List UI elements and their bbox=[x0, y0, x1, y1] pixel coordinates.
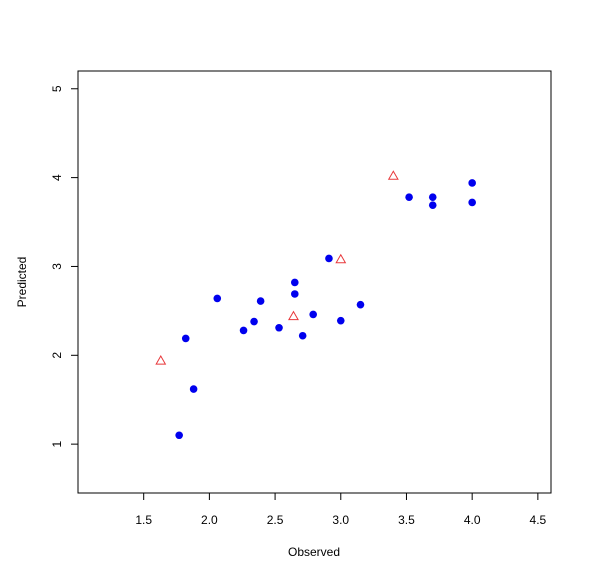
data-point-circle bbox=[250, 317, 258, 326]
x-tick-label: 3.5 bbox=[398, 513, 415, 527]
data-point-triangle bbox=[387, 170, 399, 180]
data-point-circle bbox=[325, 254, 333, 263]
data-point-circle bbox=[428, 201, 437, 209]
y-axis: 1 2 3 4 5 bbox=[50, 85, 79, 447]
data-point-circle bbox=[356, 300, 365, 309]
data-point-circle bbox=[213, 294, 222, 303]
x-tick-label: 1.5 bbox=[135, 513, 152, 527]
data-points bbox=[155, 170, 476, 440]
x-axis-label: Observed bbox=[288, 545, 340, 559]
data-point-circle bbox=[181, 334, 190, 343]
y-tick-label: 5 bbox=[50, 85, 64, 92]
plot-area-border bbox=[77, 70, 552, 494]
data-point-circle bbox=[275, 323, 283, 332]
y-tick-label: 1 bbox=[50, 440, 64, 447]
x-tick-label: 2.5 bbox=[267, 513, 284, 527]
data-point-circle bbox=[189, 385, 198, 393]
data-point-circle bbox=[309, 310, 317, 319]
data-point-circle bbox=[405, 193, 413, 201]
data-point-triangle bbox=[335, 253, 347, 264]
y-tick-label: 2 bbox=[50, 352, 64, 359]
data-point-triangle bbox=[155, 355, 167, 365]
data-point-triangle bbox=[288, 310, 299, 321]
y-tick-label: 4 bbox=[50, 174, 64, 181]
x-tick-label: 2.0 bbox=[201, 513, 218, 527]
x-tick-label: 4.0 bbox=[464, 513, 481, 527]
data-point-circle bbox=[428, 193, 437, 201]
data-point-circle bbox=[336, 316, 345, 325]
data-point-circle bbox=[175, 431, 183, 440]
y-tick-label: 3 bbox=[50, 263, 64, 270]
y-axis-label: Predicted bbox=[15, 257, 29, 308]
data-point-circle bbox=[468, 198, 476, 207]
x-tick-label: 4.5 bbox=[530, 513, 547, 527]
data-point-circle bbox=[239, 326, 248, 335]
data-point-circle bbox=[298, 331, 307, 340]
x-tick-label: 3.0 bbox=[332, 513, 349, 527]
data-point-circle bbox=[290, 290, 299, 298]
data-point-circle bbox=[256, 297, 265, 305]
data-point-circle bbox=[468, 179, 476, 187]
x-axis: 1.5 2.0 2.5 3.0 3.5 4.0 4.5 bbox=[135, 492, 547, 527]
data-point-circle bbox=[290, 278, 299, 287]
